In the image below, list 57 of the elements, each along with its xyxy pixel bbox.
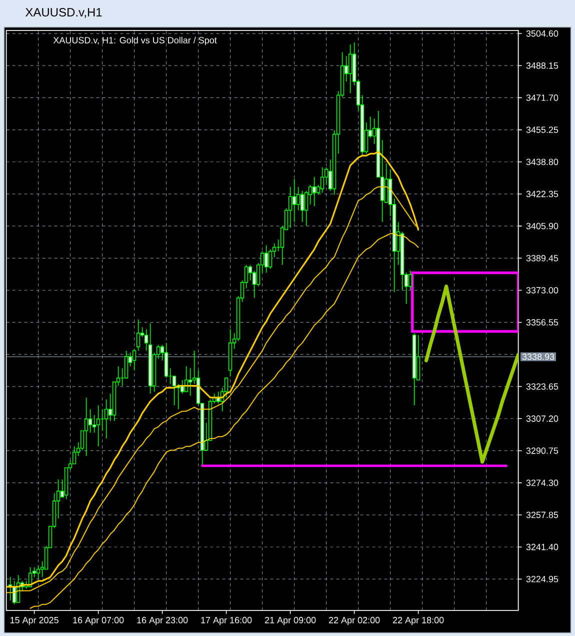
candlestick [292, 178, 296, 222]
y-tick-label: 3290.75 [526, 448, 558, 454]
y-tick-label: 3389.45 [526, 254, 558, 262]
candlestick [304, 190, 308, 226]
y-tick-label: 3323.65 [526, 383, 558, 390]
x-tick-label: 16 Apr 07:00 [73, 616, 124, 626]
candlestick [188, 368, 192, 396]
candlestick [288, 186, 292, 228]
x-tick-label: 15 Apr 2025 [10, 616, 58, 626]
candlestick [416, 334, 420, 380]
x-tick-label: 21 Apr 09:00 [264, 616, 316, 626]
candlestick [104, 399, 108, 439]
candlestick [164, 342, 168, 378]
candlestick [268, 248, 272, 270]
y-tick-label: 3455.25 [526, 126, 558, 133]
y-tick-label: 3257.85 [526, 512, 558, 518]
candlestick [132, 348, 136, 371]
y-tick-label: 3471.70 [526, 94, 558, 101]
candlestick [92, 414, 96, 434]
y-tick-label: 3224.95 [526, 576, 558, 582]
y-tick-label: 3241.40 [526, 544, 558, 550]
text: XAUUSD.v, H1: Gold vs US Dollar / Spot [53, 36, 217, 46]
y-tick-label: 3307.20 [526, 415, 558, 422]
x-tick-label: 16 Apr 23:00 [137, 616, 188, 626]
candlestick [136, 319, 140, 352]
candlestick [144, 328, 148, 352]
candlestick [264, 244, 268, 274]
candlestick [72, 446, 76, 464]
candlestick [96, 404, 100, 447]
y-tick-label: 3488.15 [526, 62, 558, 69]
candlestick [320, 166, 324, 194]
y-tick-label: 3274.30 [526, 480, 558, 486]
candlestick [124, 350, 128, 378]
y-tick-label: 3504.60 [526, 30, 558, 37]
candlestick [348, 44, 352, 94]
candlestick [88, 408, 92, 434]
candlestick [36, 564, 40, 580]
candlestick [248, 264, 252, 281]
x-tick-label: 17 Apr 16:00 [201, 616, 252, 626]
y-tick-label: 3373.00 [526, 287, 558, 294]
x-tick-label: 22 Apr 18:00 [392, 616, 444, 626]
candlestick [324, 166, 328, 186]
chart-title: XAUUSD.v,H1 [25, 8, 102, 18]
y-tick-label: 3422.35 [526, 190, 558, 198]
candlestick [384, 163, 388, 203]
candlestick [312, 176, 316, 207]
candlestick [300, 190, 304, 222]
candlestick [224, 378, 228, 398]
x-tick-label: 22 Apr 02:00 [328, 616, 380, 626]
y-tick-label: 3438.80 [526, 158, 558, 166]
candlestick [408, 270, 412, 291]
candlestick [84, 397, 88, 456]
candlestick [296, 186, 300, 211]
candlestick [172, 376, 176, 406]
y-tick-label: 3356.55 [526, 319, 558, 326]
ref-line-label: 3338.93 [522, 354, 554, 360]
y-tick-label: 3405.90 [526, 222, 558, 230]
